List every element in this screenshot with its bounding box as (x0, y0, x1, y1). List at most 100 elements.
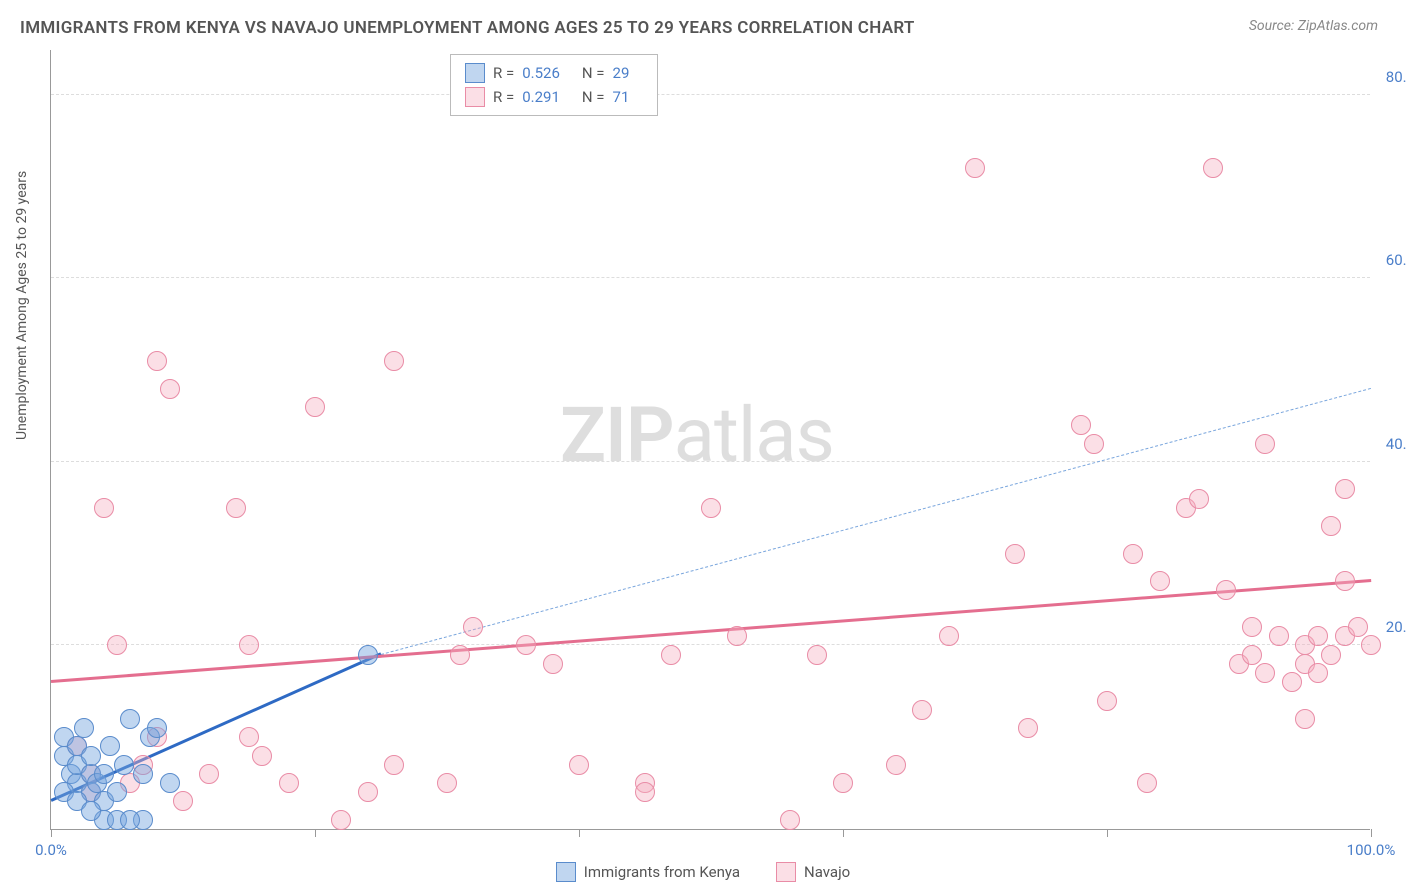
data-point-pink (939, 626, 959, 646)
data-point-pink (1308, 663, 1328, 683)
regression-line (51, 579, 1371, 682)
data-point-pink (384, 351, 404, 371)
x-tick-label: 0.0% (35, 841, 67, 859)
data-point-pink (147, 351, 167, 371)
gridline-h (51, 277, 1370, 278)
data-point-pink (358, 782, 378, 802)
swatch-pink (465, 87, 485, 107)
data-point-pink (173, 791, 193, 811)
series-legend: Immigrants from Kenya Navajo (0, 862, 1406, 882)
data-point-pink (727, 626, 747, 646)
data-point-pink (1255, 663, 1275, 683)
x-tick (1107, 829, 1108, 837)
n-value-kenya: 29 (613, 61, 630, 85)
data-point-pink (965, 158, 985, 178)
swatch-pink (776, 862, 796, 882)
data-point-pink (912, 700, 932, 720)
data-point-blue (100, 736, 120, 756)
y-axis-label: Unemployment Among Ages 25 to 29 years (14, 171, 30, 440)
data-point-pink (1203, 158, 1223, 178)
data-point-blue (120, 810, 140, 830)
x-tick (1371, 829, 1372, 837)
data-point-pink (1295, 709, 1315, 729)
data-point-pink (516, 635, 536, 655)
data-point-pink (1150, 571, 1170, 591)
data-point-pink (1071, 415, 1091, 435)
data-point-pink (94, 498, 114, 518)
data-point-pink (450, 645, 470, 665)
data-point-pink (1361, 635, 1381, 655)
data-point-pink (1242, 617, 1262, 637)
data-point-pink (1242, 645, 1262, 665)
data-point-blue (107, 782, 127, 802)
data-point-pink (543, 654, 563, 674)
r-label: R = (493, 61, 514, 85)
data-point-blue (133, 764, 153, 784)
data-point-pink (384, 755, 404, 775)
y-tick-label: 20.0% (1386, 618, 1406, 636)
data-point-pink (239, 635, 259, 655)
data-point-pink (1018, 718, 1038, 738)
data-point-pink (1335, 479, 1355, 499)
y-tick-label: 60.0% (1386, 251, 1406, 269)
data-point-pink (279, 773, 299, 793)
data-point-pink (437, 773, 457, 793)
r-label: R = (493, 85, 514, 109)
data-point-pink (1005, 544, 1025, 564)
swatch-blue (465, 63, 485, 83)
data-point-blue (114, 755, 134, 775)
r-value-navajo: 0.291 (522, 85, 560, 109)
data-point-pink (1216, 580, 1236, 600)
data-point-pink (833, 773, 853, 793)
data-point-pink (1137, 773, 1157, 793)
legend-row-navajo: R = 0.291 N = 71 (465, 85, 643, 109)
gridline-h (51, 461, 1370, 462)
data-point-pink (1282, 672, 1302, 692)
x-tick (51, 829, 52, 837)
data-point-pink (160, 379, 180, 399)
n-value-navajo: 71 (613, 85, 630, 109)
data-point-pink (463, 617, 483, 637)
x-tick-label: 100.0% (1347, 841, 1396, 859)
data-point-pink (1348, 617, 1368, 637)
n-label: N = (582, 61, 605, 85)
x-tick (315, 829, 316, 837)
legend-item-navajo: Navajo (776, 862, 850, 882)
data-point-pink (661, 645, 681, 665)
data-point-pink (1308, 626, 1328, 646)
data-point-pink (1255, 434, 1275, 454)
data-point-pink (199, 764, 219, 784)
data-point-blue (94, 764, 114, 784)
y-tick-label: 40.0% (1386, 435, 1406, 453)
r-value-kenya: 0.526 (522, 61, 560, 85)
data-point-pink (1335, 571, 1355, 591)
data-point-pink (1321, 516, 1341, 536)
data-point-pink (1269, 626, 1289, 646)
swatch-blue (556, 862, 576, 882)
data-point-pink (331, 810, 351, 830)
data-point-pink (807, 645, 827, 665)
legend-label: Immigrants from Kenya (584, 863, 740, 881)
data-point-pink (252, 746, 272, 766)
data-point-pink (701, 498, 721, 518)
n-label: N = (582, 85, 605, 109)
data-point-pink (1084, 434, 1104, 454)
legend-label: Navajo (804, 863, 850, 881)
data-point-blue (74, 718, 94, 738)
data-point-pink (780, 810, 800, 830)
data-point-pink (569, 755, 589, 775)
data-point-pink (305, 397, 325, 417)
gridline-h (51, 94, 1370, 95)
data-point-blue (81, 801, 101, 821)
x-tick (579, 829, 580, 837)
source-attribution: Source: ZipAtlas.com (1249, 18, 1378, 34)
x-tick (843, 829, 844, 837)
y-tick-label: 80.0% (1386, 68, 1406, 86)
data-point-pink (1189, 489, 1209, 509)
data-point-pink (226, 498, 246, 518)
data-point-blue (147, 718, 167, 738)
data-point-pink (635, 782, 655, 802)
regression-line-extrapolated (381, 388, 1371, 655)
data-point-blue (358, 645, 378, 665)
data-point-pink (1123, 544, 1143, 564)
